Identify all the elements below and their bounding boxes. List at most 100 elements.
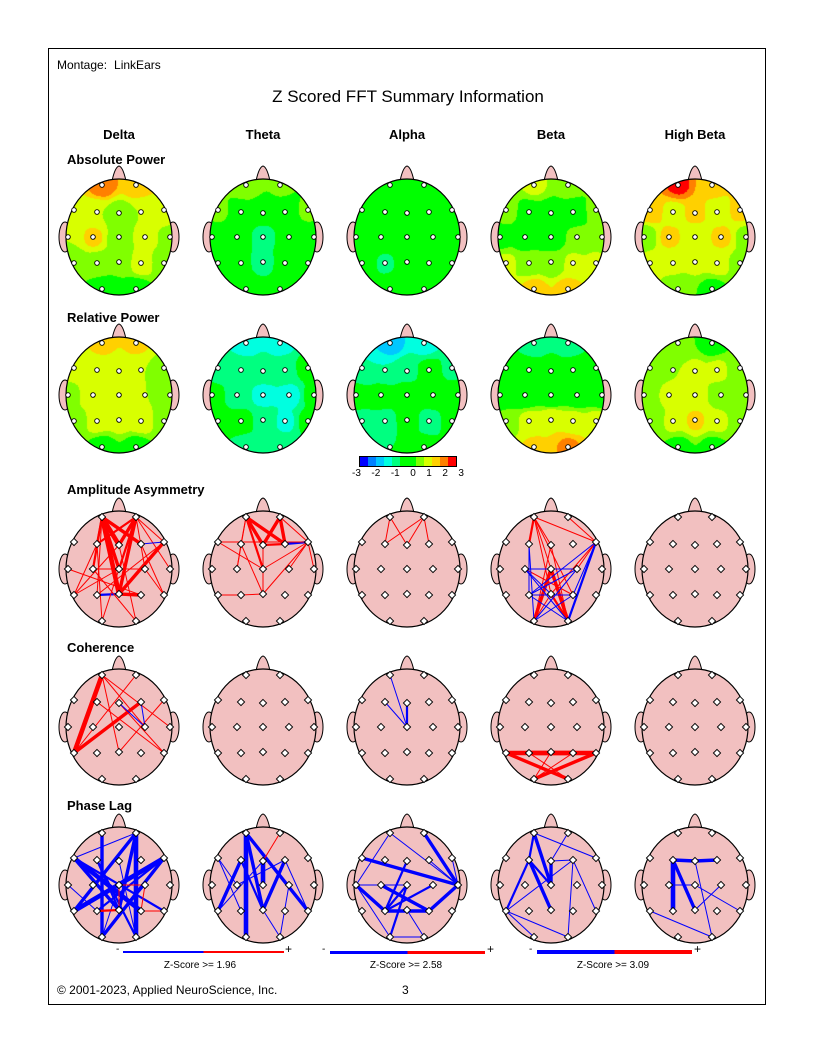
electrode: [404, 417, 410, 423]
colorbar-tick-label: -3: [352, 468, 361, 479]
head-group: [346, 497, 468, 628]
electrode: [673, 512, 683, 522]
head-map-coherence-beta: [486, 655, 616, 795]
electrode: [241, 616, 251, 626]
electrode: [670, 367, 676, 373]
electrode: [426, 418, 432, 424]
electrode: [402, 880, 412, 890]
electrode: [735, 853, 745, 863]
electrode: [380, 697, 390, 707]
row-label-absolute-power: Absolute Power: [67, 152, 166, 167]
electrode: [563, 828, 573, 838]
electrode: [258, 698, 268, 708]
electrode: [234, 234, 240, 240]
electrode: [402, 905, 412, 915]
electrode: [69, 537, 79, 547]
electrode: [133, 444, 139, 450]
connection-line-above-norm: [549, 592, 570, 623]
head-svg: [634, 497, 756, 628]
electrode: [404, 234, 410, 240]
electrode: [501, 748, 511, 758]
electrode: [387, 444, 393, 450]
connection-line-below-norm: [406, 909, 425, 938]
electrode: [165, 880, 175, 890]
electrode: [424, 697, 434, 707]
electrode: [236, 855, 246, 865]
electrode: [286, 234, 292, 240]
nose-icon: [111, 497, 127, 514]
electrode: [668, 855, 678, 865]
electrode: [232, 564, 242, 574]
electrode: [501, 853, 511, 863]
connection-line-above-norm: [236, 543, 242, 570]
page-frame: [48, 48, 766, 1005]
head-svg: [58, 497, 180, 628]
electrode: [546, 589, 556, 599]
head-map-absolute-power-beta: [486, 165, 616, 305]
head-group: [634, 655, 756, 786]
colorbar-ticks: -3 -2 -1 0 1 2 3: [352, 468, 464, 479]
electrode: [378, 234, 384, 240]
connection-line-above-norm: [240, 516, 247, 545]
electrode: [529, 670, 539, 680]
electrode: [741, 880, 751, 890]
electrode: [213, 853, 223, 863]
electrode: [707, 512, 717, 522]
connection-line-below-norm: [383, 883, 435, 913]
electrode: [647, 260, 653, 266]
electrode: [63, 722, 73, 732]
electrode: [565, 444, 571, 450]
connection-line-above-norm: [533, 751, 552, 780]
electrode: [131, 670, 141, 680]
electrode: [131, 774, 141, 784]
connection-line-below-norm: [95, 858, 121, 912]
electrode: [385, 616, 395, 626]
head-map-relative-power-beta: [486, 323, 616, 463]
electrode: [495, 722, 505, 732]
electrode: [140, 564, 150, 574]
electrode: [690, 540, 700, 550]
electrode: [161, 418, 167, 424]
electrode: [138, 260, 144, 266]
head-map-relative-power-theta: [198, 323, 328, 463]
head-map-relative-power-delta: [54, 323, 184, 463]
electrode: [114, 905, 124, 915]
connection-line-above-norm: [96, 543, 103, 622]
electrode: [88, 880, 98, 890]
legend-plus: +: [694, 942, 702, 956]
connection-line-below-norm: [533, 832, 597, 859]
head-map-amplitude-asymmetry-high-beta: [630, 497, 760, 637]
electrode: [647, 418, 653, 424]
electrode: [303, 906, 313, 916]
electrode: [92, 539, 102, 549]
connection-line-above-norm: [567, 516, 597, 543]
connection-line-below-norm: [379, 883, 431, 913]
electrode: [138, 418, 144, 424]
electrode: [707, 670, 717, 680]
electrode: [520, 564, 530, 574]
electrode: [260, 417, 266, 423]
electrode: [419, 774, 429, 784]
head-group: [202, 165, 324, 296]
legend-label: Z-Score >= 1.96: [163, 960, 237, 971]
electrode: [402, 564, 412, 574]
electrode: [707, 616, 717, 626]
electrode: [668, 748, 678, 758]
electrode: [387, 286, 393, 292]
electrode: [692, 234, 698, 240]
electrode: [213, 906, 223, 916]
electrode: [664, 880, 674, 890]
electrode: [404, 210, 410, 216]
legend-plus: +: [285, 942, 293, 956]
connection-line-above-norm: [73, 674, 137, 754]
electrode: [404, 368, 410, 374]
connection-line-below-norm: [262, 909, 281, 938]
electrode: [737, 260, 743, 266]
head-svg: [490, 323, 612, 454]
electrode: [675, 340, 681, 346]
electrode: [453, 564, 463, 574]
electrode: [382, 260, 388, 266]
electrode: [311, 234, 317, 240]
electrode: [591, 590, 601, 600]
electrode: [675, 182, 681, 188]
